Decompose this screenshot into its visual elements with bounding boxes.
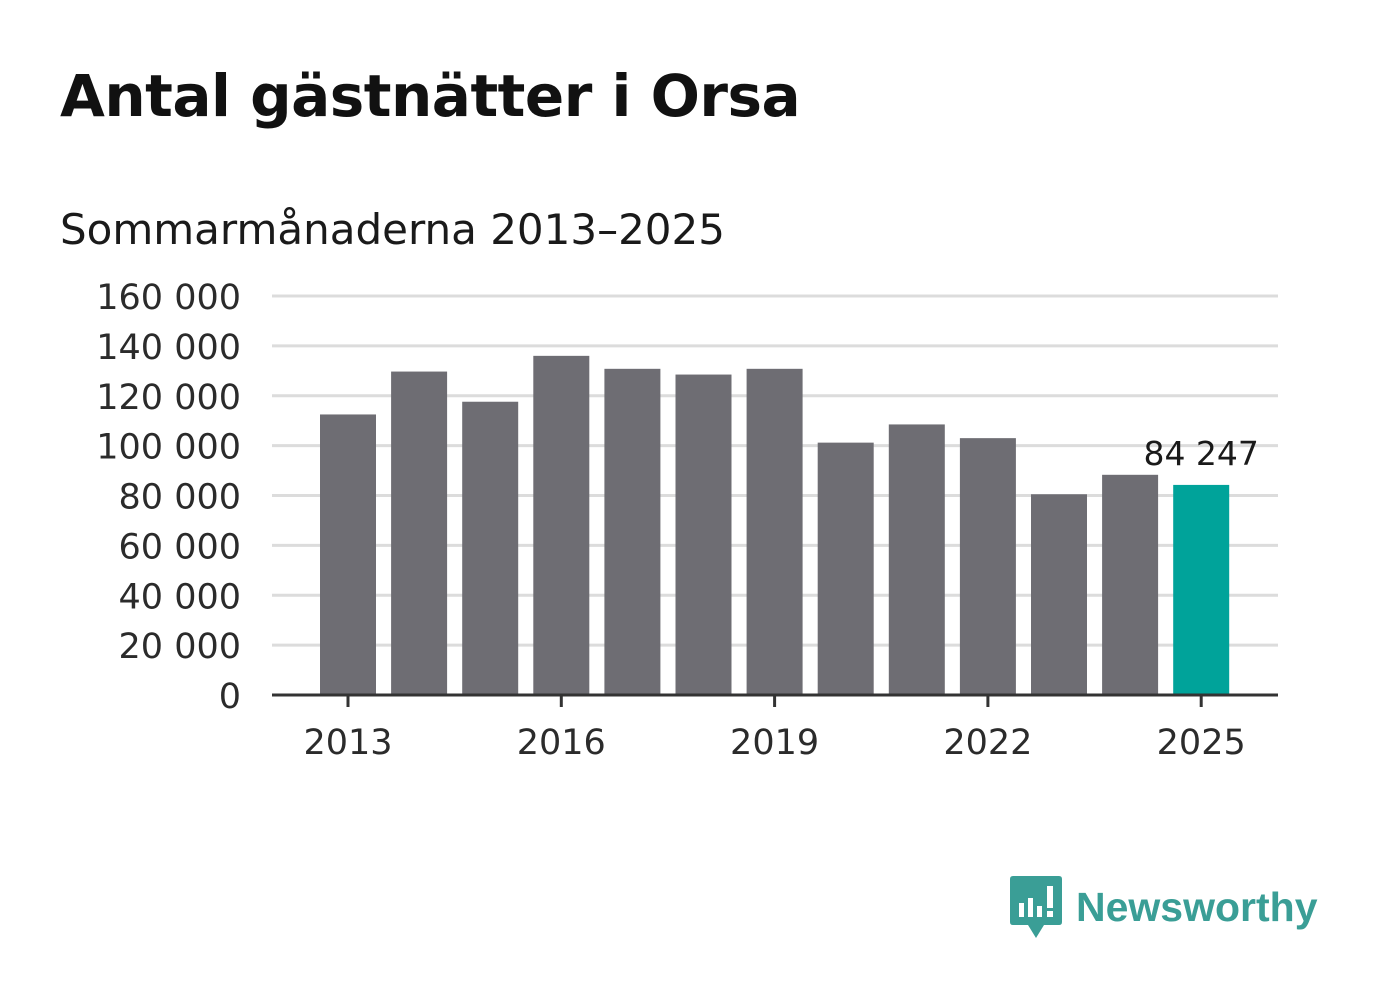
- x-tick-label: 2016: [517, 723, 606, 763]
- y-tick-label: 160 000: [96, 278, 241, 318]
- bar: [746, 368, 803, 695]
- y-tick-label: 100 000: [96, 428, 241, 468]
- y-tick-label: 20 000: [119, 627, 241, 667]
- bar: [320, 414, 376, 695]
- bar: [391, 371, 448, 695]
- bar: [462, 401, 519, 695]
- bar: [1031, 494, 1087, 695]
- chart-title: Antal gästnätter i Orsa: [60, 62, 801, 130]
- bar: [675, 374, 732, 695]
- x-tick-label: 2025: [1157, 723, 1246, 763]
- x-tick-label: 2019: [730, 723, 819, 763]
- brand-name: Newsworthy: [1076, 883, 1318, 930]
- x-tick-label: 2013: [303, 723, 392, 763]
- data-label: 84 247: [1143, 434, 1258, 473]
- bar: [1102, 474, 1159, 695]
- y-tick-label: 40 000: [119, 577, 241, 617]
- chart-speech-bubble-icon: [1010, 876, 1062, 938]
- bar: [959, 438, 1016, 695]
- y-tick-label: 0: [219, 677, 241, 717]
- y-tick-label: 80 000: [119, 478, 241, 518]
- bar: [888, 424, 945, 695]
- y-tick-label: 60 000: [119, 527, 241, 567]
- y-tick-label: 140 000: [96, 328, 241, 368]
- bar: [533, 355, 590, 695]
- bar: [1173, 484, 1230, 695]
- bar: [604, 368, 661, 695]
- bar: [817, 442, 874, 695]
- y-tick-label: 120 000: [96, 378, 241, 418]
- x-tick-label: 2022: [943, 723, 1032, 763]
- newsworthy-logo: Newsworthy: [1010, 876, 1318, 938]
- chart-subtitle: Sommarmånaderna 2013–2025: [60, 205, 725, 254]
